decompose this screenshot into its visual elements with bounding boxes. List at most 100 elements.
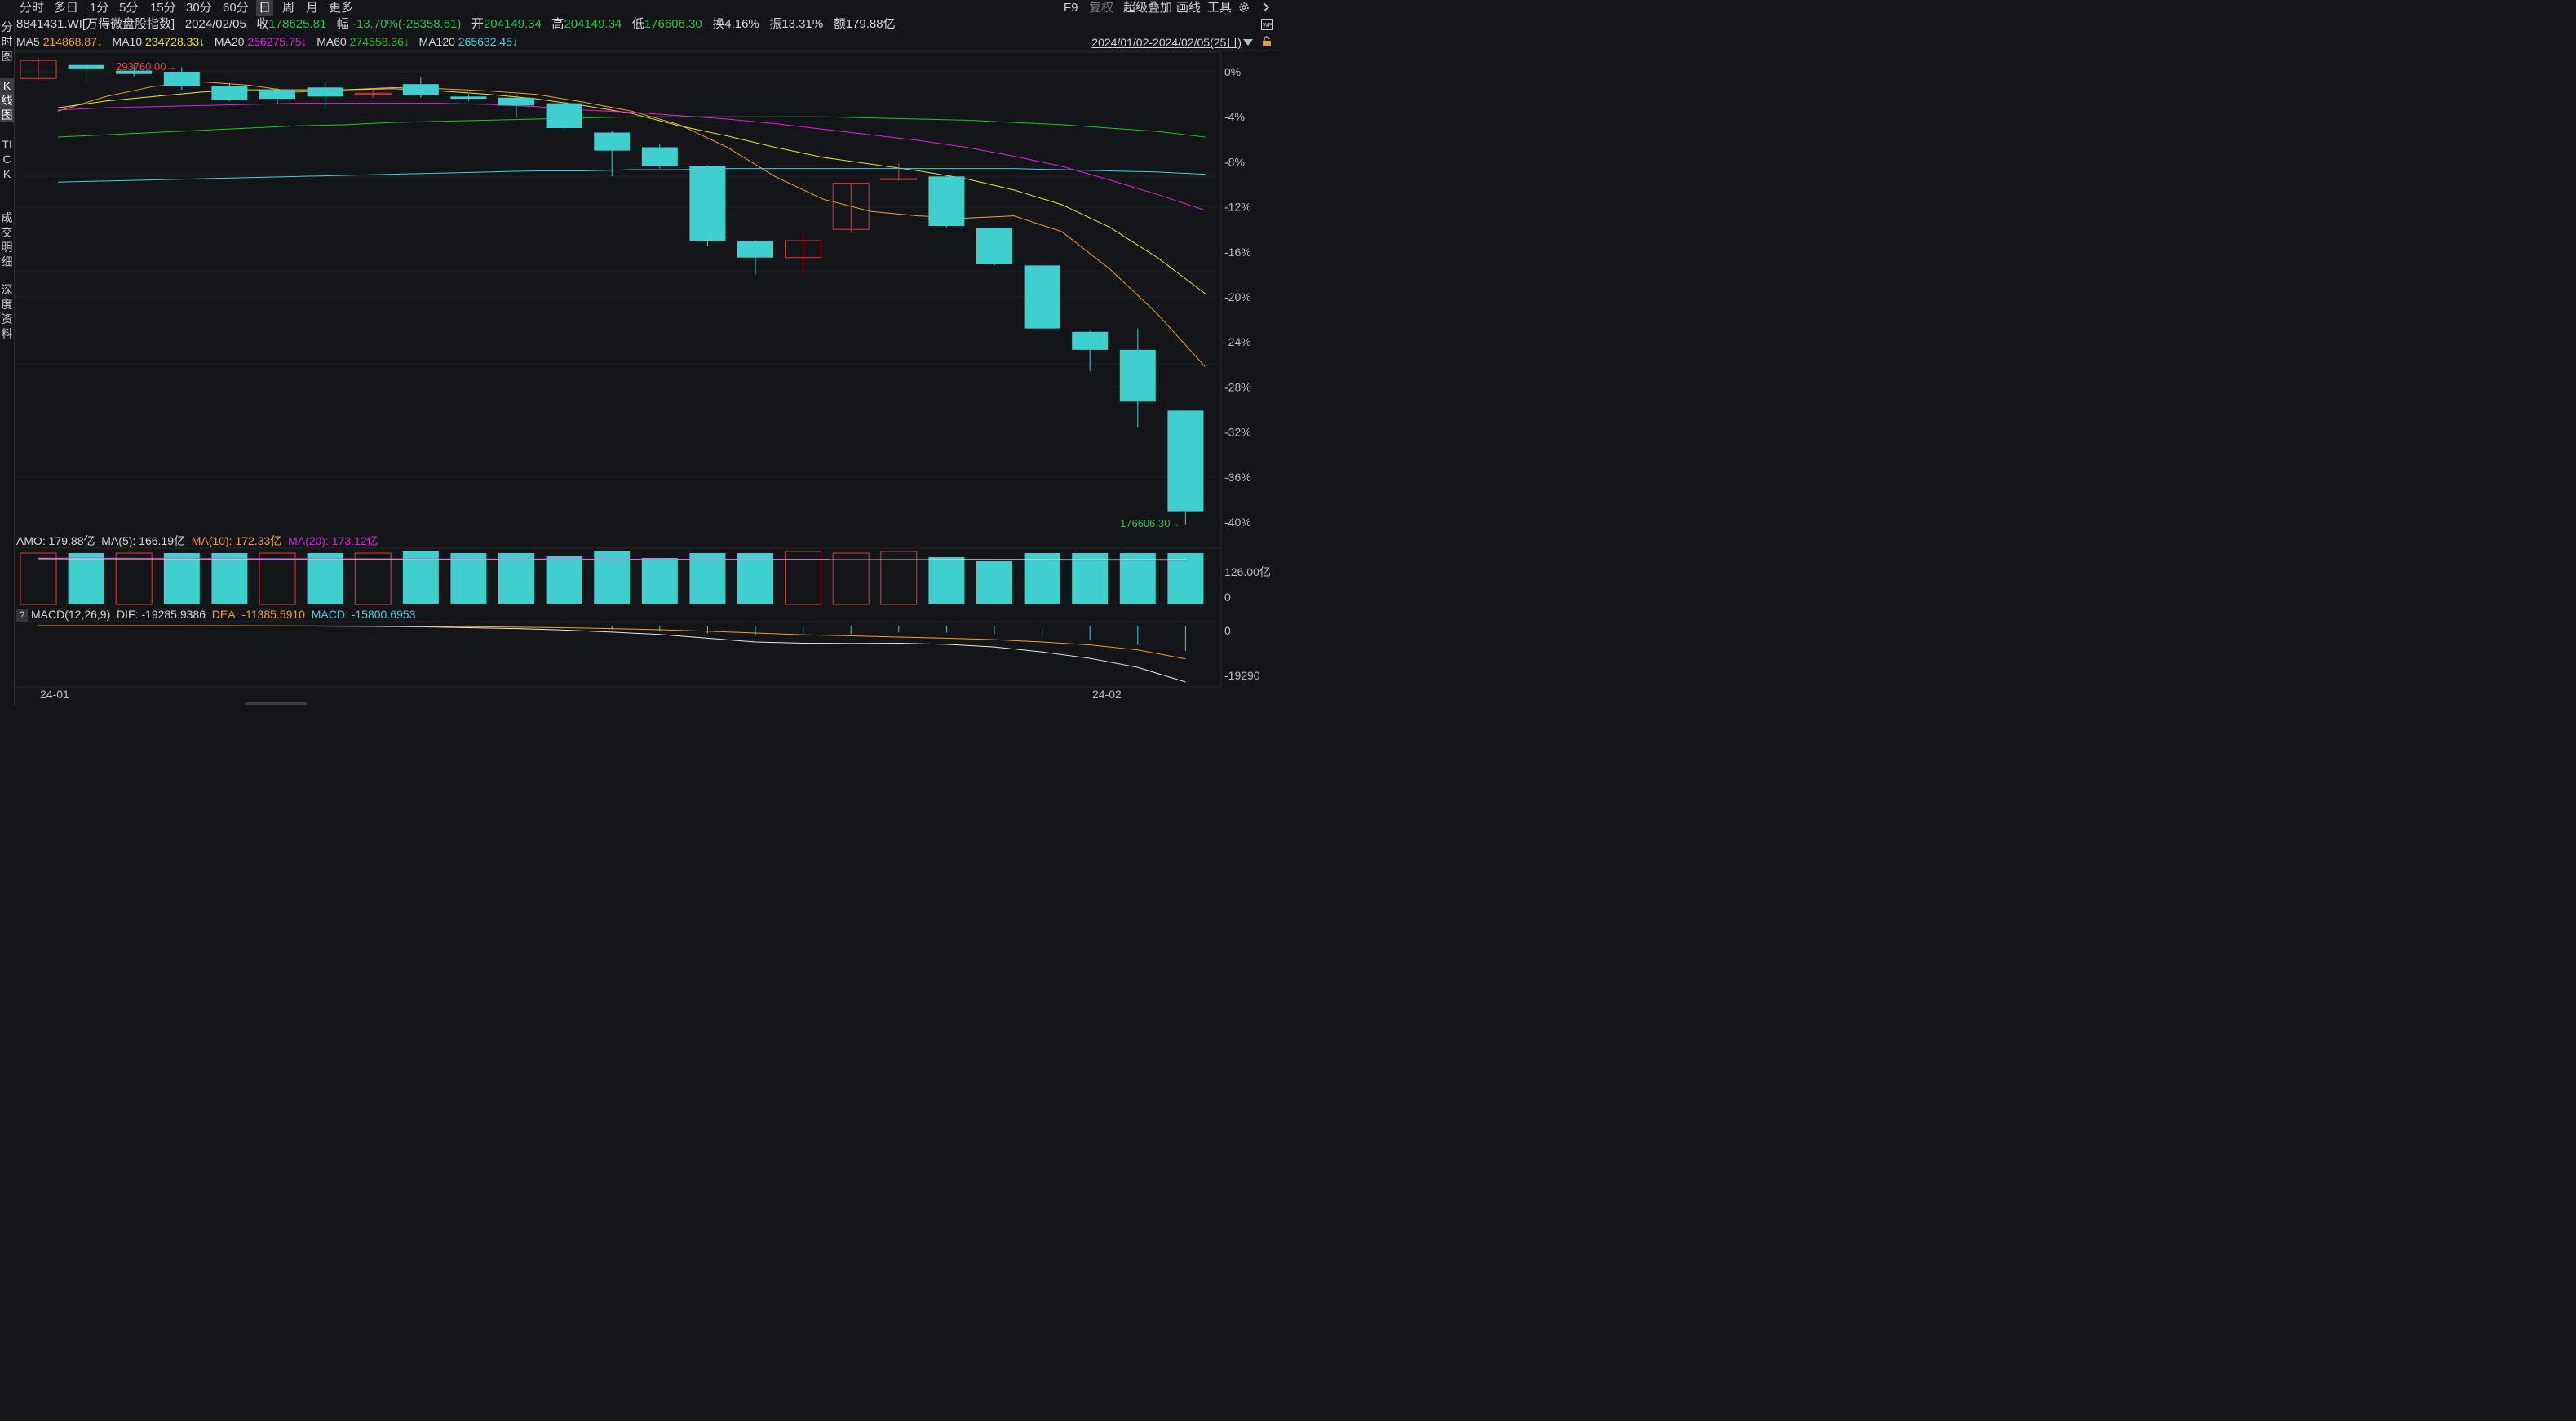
price-tick-label: -32% [1224,426,1251,439]
ma5-line [57,81,1206,367]
ma20-line [57,103,1206,211]
volume-bar [737,553,773,604]
low-mark-label: 176606.30→ [1120,517,1180,529]
volume-bar [594,551,631,604]
gear-icon[interactable] [1237,1,1250,17]
candle-body [832,183,870,230]
volume-bar [498,553,534,604]
low-value: 176606.30 [644,17,702,31]
price-tick-label: -36% [1224,471,1251,484]
volume-bar [976,561,1012,604]
turnover-value: 4.16% [724,17,759,31]
period-tab-7[interactable]: 日 [256,0,274,16]
period-tab-4[interactable]: 15分 [150,1,176,15]
period-tab-9[interactable]: 月 [306,1,319,15]
ma20-value: 256275.75↓ [247,35,308,48]
price-tick-label: -40% [1224,516,1251,529]
lock-icon[interactable] [1261,36,1273,51]
volume-bar [928,557,965,604]
ma20-label: MA20 [214,35,245,48]
side-tab-1[interactable]: K线图 [0,78,14,122]
candle-body [737,241,773,258]
ma60-label: MA60 [316,35,347,48]
adjust-button[interactable]: 复权 [1089,1,1114,15]
candle-body [450,96,487,100]
tools-button[interactable]: 工具 [1207,1,1233,15]
price-tick-label: -4% [1224,110,1245,123]
side-tab-2[interactable]: TICK [2,138,12,180]
ma5-value: 214868.87↓ [42,35,103,48]
dea-line [38,625,1186,660]
close-label: 收 [256,17,269,31]
candle-body [116,70,153,74]
volume-bar [68,553,104,604]
candle-body [785,240,822,259]
volume-tick-label: 126.00亿 [1224,565,1271,578]
period-tab-6[interactable]: 60分 [223,1,249,15]
candle-body [928,176,965,227]
ma120-line [57,168,1206,183]
amount-value: 179.88亿 [845,17,896,31]
kline-chart: 0% -4% -8% -12% -16% -20% -24% -28% -32% -36% -40%… [15,50,1279,701]
macd-tick-label: -19290 [1224,669,1260,682]
view-sidebar: 分时图 K线图 TICK 成交明细深度资料 [0,16,15,706]
period-tab-2[interactable]: 1分 [90,1,109,15]
symbol-name: 8841431.WI[万得微盘股指数] [16,17,175,31]
volume-bar [450,553,487,604]
ma10-label: MA10 [112,35,143,48]
candle-body [354,92,392,95]
macd-label: MACD(12,26,9) [31,608,111,621]
ma-legend: MA5 214868.87↓ MA10 234728.33↓ MA20 2562… [16,33,518,50]
period-tab-0[interactable]: 分时 [20,1,45,15]
ma120-label: MA120 [418,35,455,48]
volume-bar [1167,553,1204,604]
period-tab-1[interactable]: 多日 [54,1,79,15]
open-value: 204149.34 [483,17,542,31]
candle-body [163,72,200,86]
period-tab-5[interactable]: 30分 [186,1,212,15]
volume-bar [880,551,918,605]
draw-button[interactable]: 画线 [1176,1,1202,15]
high-label: 高 [551,17,564,31]
period-toolbar: 分时 多日 1分 5分 15分 30分 60分日周月更多 [0,0,1279,16]
f9-button[interactable]: F9 [1064,1,1078,15]
volume-bar [402,551,439,604]
ma5-label: MA5 [16,35,40,48]
change-label: 幅 [336,17,349,31]
date-range-selector[interactable]: 2024/01/02-2024/02/05(25日) [1091,36,1242,49]
candle-body [594,132,631,151]
close-value: 178625.81 [268,17,327,31]
chevron-right-icon[interactable] [1261,0,1271,16]
volume-bar [20,552,57,605]
candle-body [20,60,57,79]
price-tick-label: -20% [1224,290,1251,303]
side-tab-3[interactable]: 成交明细 [1,211,13,268]
ma120-value: 265632.45↓ [458,35,518,48]
candle-body [211,86,248,100]
overlay-button[interactable]: 超级叠加 [1123,1,1173,15]
candle-body [498,97,534,106]
candle-body [1167,410,1204,512]
amo-ma20: MA(20): 173.12亿 [288,534,378,547]
period-tab-8[interactable]: 周 [282,1,295,15]
volume-tick-label: 0 [1224,591,1231,604]
period-tab-10[interactable]: 更多 [329,1,354,15]
side-tab-0[interactable]: 分时图 [1,20,13,63]
candle-body [1119,349,1156,402]
price-tick-label: 0% [1224,65,1241,78]
side-tab-4[interactable]: 深度资料 [1,283,13,340]
help-icon[interactable]: ? [16,609,28,622]
dropdown-triangle-icon[interactable] [1243,36,1253,51]
volume-bar [689,553,726,604]
volume-bar [546,556,582,604]
period-tab-3[interactable]: 5分 [119,1,139,15]
candle-body [1024,265,1060,329]
price-tick-label: -12% [1224,201,1251,214]
price-tick-label: -28% [1224,380,1251,393]
price-tick-label: -8% [1224,155,1245,168]
ma60-line [57,116,1206,138]
macd-dea: DEA: -11385.5910 [211,608,305,621]
amplitude-value: 13.31% [781,17,824,31]
x-tick-label: 24-01 [40,688,69,701]
horizontal-scrollbar[interactable] [245,702,307,705]
